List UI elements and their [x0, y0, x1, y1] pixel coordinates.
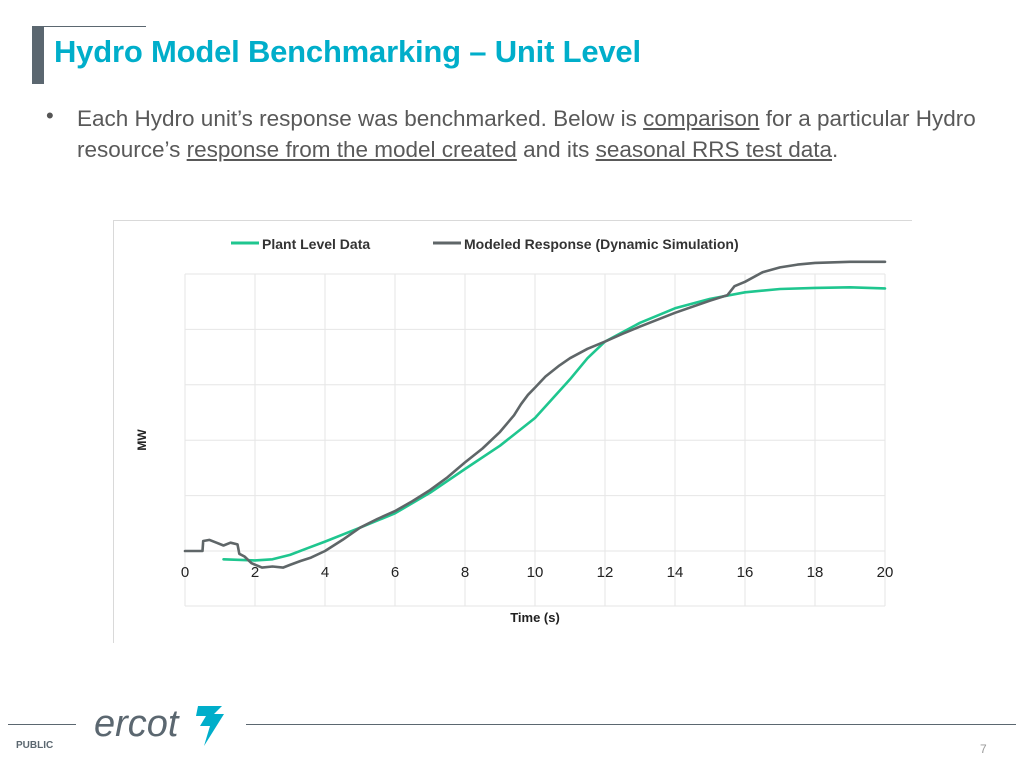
- body-text-part: Each Hydro unit’s response was benchmark…: [77, 106, 644, 131]
- title-accent-bar: [32, 26, 44, 84]
- bolt-icon: [196, 706, 224, 746]
- comparison-link[interactable]: comparison: [643, 106, 760, 131]
- footer-rule-left: [8, 724, 76, 725]
- bullet-marker: •: [46, 103, 54, 128]
- seasonal-rrs-link[interactable]: seasonal RRS test data: [595, 137, 833, 162]
- body-text-part: .: [832, 137, 839, 162]
- footer-rule-right: [246, 724, 1016, 725]
- page-number: 7: [980, 742, 987, 756]
- bullet-text: Each Hydro unit’s response was benchmark…: [77, 103, 977, 165]
- ercot-wordmark: ercot: [94, 703, 180, 745]
- title-accent-rule: [44, 26, 146, 27]
- slide-title: Hydro Model Benchmarking – Unit Level: [54, 34, 641, 69]
- ercot-logo: ercot: [94, 703, 224, 746]
- body-text-part: for a particular Hydro resource’s: [77, 106, 976, 162]
- chart-frame: [113, 220, 912, 643]
- model-response-link[interactable]: response from the model created: [186, 137, 517, 162]
- classification-label: PUBLIC: [16, 740, 54, 751]
- body-text-part: and its: [516, 137, 596, 162]
